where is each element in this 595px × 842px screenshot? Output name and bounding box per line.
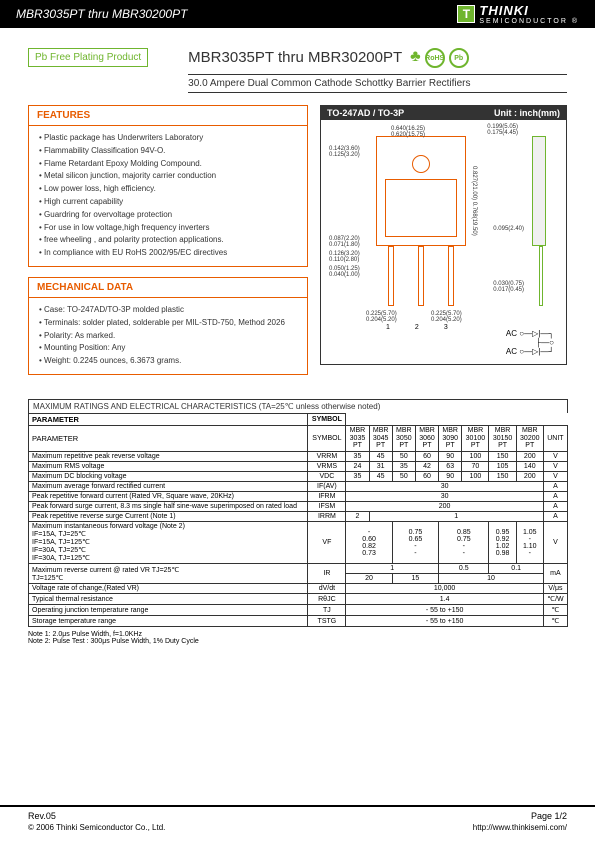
note-2: Note 2: Pulse Test : 300μs Pulse Width, … — [28, 638, 568, 645]
dim-side-w: 0.199(5.05)0.175(4.45) — [487, 124, 518, 136]
pb-icon: Pb — [449, 48, 469, 68]
header-range: MBR3035PT thru MBR30200PT — [16, 7, 187, 21]
package-leads — [376, 246, 466, 306]
lead-2 — [418, 246, 424, 306]
table-row: Maximum reverse current @ rated VR TJ=25… — [29, 564, 568, 574]
table-row: Maximum DC blocking voltageVDC3545506090… — [29, 472, 568, 482]
pbfree-badge: Pb Free Plating Product — [28, 48, 148, 67]
feature-item: Flame Retardant Epoxy Molding Compound. — [39, 158, 297, 171]
dim-lead-p1: 0.126(3.20)0.110(2.80) — [329, 251, 360, 263]
dim-lead-l1: 0.225(5.70)0.204(5.20) — [366, 311, 397, 323]
feature-item: Metal silicon junction, majority carrier… — [39, 170, 297, 183]
dim-lead-s: 0.087(2.20)0.071(1.80) — [329, 236, 360, 248]
tree-icon: ♣ — [410, 48, 421, 68]
table-caption: MAXIMUM RATINGS AND ELECTRICAL CHARACTER… — [28, 399, 568, 413]
dim-lead-p2: 0.050(1.25)0.040(1.00) — [329, 266, 360, 278]
dim-height: 0.827(21.00) 0.768(19.50) — [471, 166, 477, 236]
feature-item: High current capability — [39, 196, 297, 209]
mounting-hole-icon — [412, 155, 430, 173]
pin-2: 2 — [415, 324, 419, 331]
dim-hole: 0.142(3.60)0.125(3.20) — [329, 146, 360, 158]
feature-item: free wheeling , and polarity protection … — [39, 234, 297, 247]
page-number: Page 1/2 — [473, 811, 567, 821]
diagram-heading: TO-247AD / TO-3P — [327, 108, 404, 118]
package-side-lead — [539, 246, 543, 306]
page-title: MBR3035PT thru MBR30200PT — [188, 49, 402, 66]
copyright: © 2006 Thinki Semiconductor Co., Ltd. — [28, 823, 165, 832]
logo-mark-icon: T — [457, 5, 475, 23]
reg-mark: ® — [572, 18, 579, 25]
table-row: Voltage rate of change,(Rated VR)dV/dt10… — [29, 584, 568, 594]
table-row: Peak forward surge current, 8.3 ms singl… — [29, 502, 568, 512]
table-row: Peak repetitive reverse surge Current (N… — [29, 512, 568, 522]
diagram-unit: Unit : inch(mm) — [494, 108, 560, 118]
feature-item: Guardring for overvoltage protection — [39, 209, 297, 222]
rev-label: Rev.05 — [28, 811, 165, 821]
subtitle: 30.0 Ampere Dual Common Cathode Schottky… — [188, 74, 567, 93]
mech-item: Polarity: As marked. — [39, 330, 297, 343]
mech-item: Case: TO-247AD/TO-3P molded plastic — [39, 304, 297, 317]
note-1: Note 1: 2.0μs Pulse Width, f=1.0KHz — [28, 631, 568, 638]
feature-item: In compliance with EU RoHS 2002/95/EC di… — [39, 247, 297, 260]
pin-3: 3 — [444, 324, 448, 331]
package-side-outline — [532, 136, 546, 246]
features-list: Plastic package has Underwriters Laborat… — [39, 132, 297, 260]
top-bar: MBR3035PT thru MBR30200PT T THINKI SEMIC… — [0, 0, 595, 28]
feature-item: Low power loss, high efficiency. — [39, 183, 297, 196]
table-row: Typical thermal resistanceRθJC1.4℃/W — [29, 594, 568, 605]
mech-heading: MECHANICAL DATA — [29, 278, 307, 298]
table-row: Maximum RMS voltageVRMS24313542637010514… — [29, 462, 568, 472]
footer-url: http://www.thinkisemi.com/ — [473, 823, 567, 832]
lead-3 — [448, 246, 454, 306]
mech-list: Case: TO-247AD/TO-3P molded plasticTermi… — [39, 304, 297, 368]
table-row: Maximum repetitive peak reverse voltageV… — [29, 452, 568, 462]
feature-item: Plastic package has Underwriters Laborat… — [39, 132, 297, 145]
features-heading: FEATURES — [29, 106, 307, 126]
dim-lead-l2: 0.225(5.70)0.204(5.20) — [431, 311, 462, 323]
package-front-outline — [376, 136, 466, 246]
brand-name: THINKI — [479, 3, 579, 18]
table-row: Storage temperature rangeTSTG- 55 to +15… — [29, 616, 568, 627]
table-row: Maximum average forward rectified curren… — [29, 482, 568, 492]
mech-item: Weight: 0.2245 ounces, 6.3673 grams. — [39, 355, 297, 368]
pin-1: 1 — [386, 324, 390, 331]
package-diagram: TO-247AD / TO-3P Unit : inch(mm) 0.640(1… — [320, 105, 567, 365]
lead-1 — [388, 246, 394, 306]
feature-item: For use in low voltage,high frequency in… — [39, 222, 297, 235]
circuit-symbol: AC ○―▷|―┐ ├―○ AC ○―▷|―┘ — [506, 329, 554, 356]
mechdata-box: MECHANICAL DATA Case: TO-247AD/TO-3P mol… — [28, 277, 308, 375]
table-row: PARAMETERSYMBOLMBR3035PTMBR3045PTMBR3050… — [29, 425, 568, 451]
dim-top-w: 0.640(16.25)0.620(15.75) — [391, 126, 425, 138]
dim-lead-t: 0.030(0.75)0.017(0.45) — [493, 281, 524, 293]
feature-item: Flammability Classification 94V-O. — [39, 145, 297, 158]
mech-item: Terminals: solder plated, solderable per… — [39, 317, 297, 330]
features-box: FEATURES Plastic package has Underwriter… — [28, 105, 308, 267]
ratings-table: PARAMETER SYMBOL PARAMETERSYMBOLMBR3035P… — [28, 413, 568, 627]
th-symbol: SYMBOL — [308, 413, 346, 425]
table-row: Peak repetitive forward current (Rated V… — [29, 492, 568, 502]
brand-logo: T THINKI SEMICONDUCTOR ® — [457, 3, 579, 25]
mech-item: Mounting Position: Any — [39, 342, 297, 355]
page-footer: Rev.05 © 2006 Thinki Semiconductor Co., … — [0, 805, 595, 842]
package-body-outline — [385, 179, 457, 237]
th-param: PARAMETER — [29, 413, 308, 425]
table-row: Maximum instantaneous forward voltage (N… — [29, 522, 568, 564]
table-row: Operating junction temperature rangeTJ- … — [29, 605, 568, 616]
brand-sub: SEMICONDUCTOR — [479, 18, 567, 25]
dim-thick: 0.095(2.40) — [493, 226, 524, 232]
rohs-icon: RoHS — [425, 48, 445, 68]
